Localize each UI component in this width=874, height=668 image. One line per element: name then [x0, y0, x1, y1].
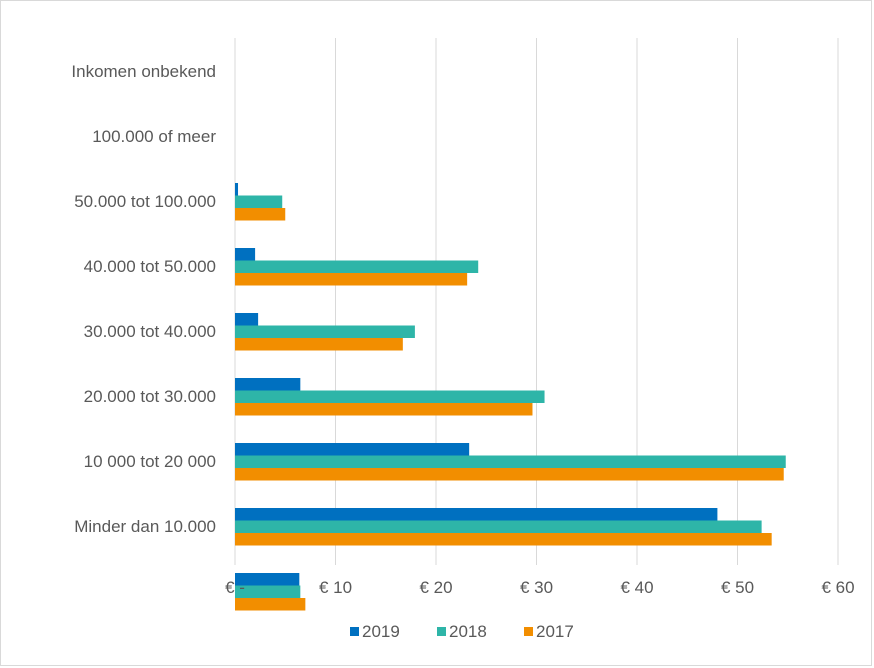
category-label: 20.000 tot 30.000 [84, 387, 216, 406]
bar-2018 [235, 520, 762, 533]
x-tick-label: € 30 [520, 578, 553, 597]
category-label: 100.000 of meer [92, 127, 216, 146]
bar-2017 [235, 468, 784, 481]
grid-layer [234, 38, 839, 565]
legend-swatch [524, 627, 533, 636]
category-labels: Inkomen onbekend 100.000 of meer 50.000 to… [71, 62, 216, 536]
bar-2017 [235, 208, 286, 221]
x-tick-label: € 10 [319, 578, 352, 597]
legend-label: 2019 [362, 622, 400, 641]
bar-2018 [235, 325, 415, 338]
bar-2019 [235, 378, 301, 391]
category-label: Minder dan 10.000 [74, 517, 216, 536]
category-label: 30.000 tot 40.000 [84, 322, 216, 341]
x-tick-labels: € - € 10 € 20 € 30 € 40 € 50 € 60 [225, 578, 854, 597]
bar-2017 [235, 403, 533, 416]
bar-2018 [235, 585, 301, 598]
bar-2019 [235, 573, 300, 586]
bar-2018 [235, 195, 283, 208]
bar-2019 [235, 183, 239, 196]
bar-2018 [235, 455, 786, 468]
category-label: 40.000 tot 50.000 [84, 257, 216, 276]
x-tick-label: € 60 [821, 578, 854, 597]
bars-layer [235, 183, 786, 611]
bar-2017 [235, 338, 403, 351]
x-tick-label: € 20 [419, 578, 452, 597]
bar-2018 [235, 390, 545, 403]
bar-2019 [235, 443, 470, 456]
category-label: 10 000 tot 20 000 [84, 452, 216, 471]
bar-2017 [235, 598, 306, 611]
x-tick-label: € - [225, 578, 245, 597]
bar-2019 [235, 313, 259, 326]
bar-2018 [235, 260, 479, 273]
legend-label: 2018 [449, 622, 487, 641]
legend-swatch [350, 627, 359, 636]
category-label: 50.000 tot 100.000 [74, 192, 216, 211]
legend-label: 2017 [536, 622, 574, 641]
bar-2019 [235, 508, 718, 521]
x-tick-label: € 50 [721, 578, 754, 597]
bar-2017 [235, 273, 468, 286]
legend-swatch [437, 627, 446, 636]
x-tick-label: € 40 [620, 578, 653, 597]
bar-2017 [235, 533, 772, 546]
bar-2019 [235, 248, 256, 261]
category-label: Inkomen onbekend [71, 62, 216, 81]
legend: 2019 2018 2017 [350, 622, 574, 641]
